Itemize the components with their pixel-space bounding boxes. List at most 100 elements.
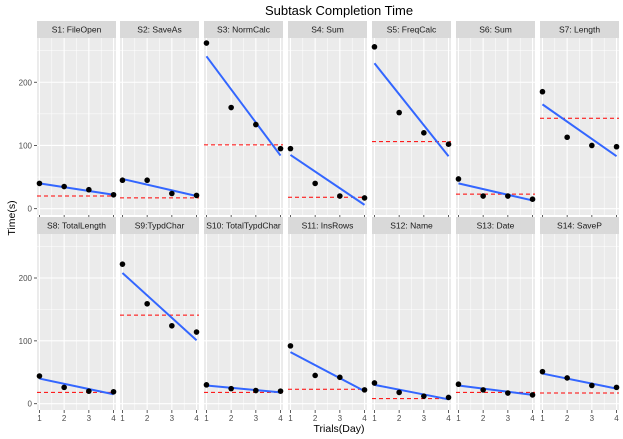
data-point [312, 372, 318, 379]
data-point [539, 368, 546, 375]
facet-panel: S14: SaveP 1 2 3 4 [539, 217, 620, 423]
fit-line [542, 372, 617, 390]
x-tick-label: 1 [540, 414, 545, 423]
facet-panel: S1: FileOpen12340100200 [19, 21, 117, 228]
data-point [480, 387, 486, 393]
x-tick-label: 1 [204, 414, 209, 423]
data-point [193, 192, 200, 199]
data-point [396, 389, 402, 396]
fit-line [205, 55, 282, 157]
facet-panel: S2: SaveAs1234 [119, 21, 200, 228]
data-point [480, 193, 486, 199]
facet-panel: S6: Sum1234 [455, 21, 536, 228]
x-tick-label: 4 [614, 414, 619, 423]
data-point [169, 190, 175, 197]
data-point [564, 375, 570, 381]
data-point [421, 393, 427, 399]
data-point [312, 180, 318, 187]
x-tick-label: 4 [194, 414, 199, 423]
x-tick-label: 3 [338, 414, 343, 423]
fit-line [122, 177, 197, 198]
data-point [371, 44, 378, 50]
chart-title: Subtask Completion Time [265, 3, 413, 18]
facet-label: S13: Date [477, 221, 515, 231]
fit-line [458, 182, 533, 202]
fit-line [206, 384, 281, 394]
facet-label: S4: Sum [311, 25, 344, 35]
fit-line [39, 377, 114, 396]
fit-line [458, 384, 533, 396]
facet-label: S11: InsRows [302, 221, 354, 231]
data-point [337, 374, 343, 381]
x-tick-label: 3 [87, 414, 92, 423]
data-point [589, 142, 595, 149]
x-tick-label: 4 [530, 414, 535, 423]
data-point [228, 104, 234, 111]
x-tick-label: 1 [456, 414, 461, 423]
data-point [287, 343, 294, 349]
data-point [361, 195, 368, 201]
x-tick-label: 3 [422, 414, 427, 423]
facet-label: S5: FreqCalc [387, 25, 437, 35]
data-point [253, 387, 259, 394]
facet-label: S14: SaveP [557, 221, 602, 231]
data-point [564, 134, 570, 141]
facet-strip [288, 21, 367, 38]
facet-panel: S5: FreqCalc1234 [371, 21, 452, 228]
data-point [455, 381, 462, 388]
data-point [203, 382, 210, 388]
data-point [613, 143, 620, 150]
data-point [36, 180, 43, 187]
facet-label: S12: Name [390, 221, 433, 231]
data-point [371, 380, 378, 386]
facet-strip [37, 21, 116, 38]
y-tick-label: 100 [19, 337, 33, 346]
data-point [361, 387, 368, 393]
data-point [86, 186, 92, 193]
facet-strip [456, 217, 535, 234]
facet-strip [540, 217, 619, 234]
data-point [119, 261, 126, 267]
data-point [455, 176, 462, 182]
facet-strip [204, 21, 283, 38]
data-point [169, 322, 175, 329]
data-point [61, 183, 67, 190]
x-tick-label: 2 [62, 414, 67, 423]
data-point [287, 145, 294, 152]
data-point [445, 141, 452, 147]
facet-label: S6: Sum [479, 25, 512, 35]
x-tick-label: 1 [372, 414, 377, 423]
y-tick-label: 100 [19, 141, 33, 150]
x-tick-label: 4 [278, 414, 283, 423]
data-point [277, 145, 284, 152]
data-point [228, 385, 234, 392]
x-tick-label: 2 [565, 414, 570, 423]
data-point [119, 177, 126, 184]
x-axis-label: Trials(Day) [314, 423, 365, 435]
data-point [589, 382, 595, 389]
x-tick-label: 1 [288, 414, 293, 423]
x-tick-label: 2 [397, 414, 402, 423]
facet-panel: S9:TypdChar 1 2 3 4 [119, 217, 200, 423]
x-tick-label: 2 [145, 414, 150, 423]
fit-line [541, 103, 618, 158]
facet-panel: S13: Date 1 2 3 4 [455, 217, 536, 423]
data-point [110, 191, 117, 198]
data-point [203, 40, 210, 46]
facet-strip [372, 21, 451, 38]
facet-panel: S12: Name 1 2 3 4 [371, 217, 452, 423]
facet-label: S10: TotalTypdChar [206, 221, 281, 231]
y-axis-label: Time(s) [6, 200, 18, 235]
x-tick-label: 2 [481, 414, 486, 423]
data-point [421, 130, 427, 136]
data-point [144, 300, 150, 307]
facet-strip [540, 21, 619, 38]
facet-panel: S8: TotalLength 1 2 3 4 0 100 200 [19, 217, 117, 423]
x-tick-label: 3 [254, 414, 259, 423]
data-point [193, 329, 200, 335]
facet-panel: S11: InsRows 1 2 3 4 [287, 217, 368, 423]
data-point [505, 390, 511, 396]
facet-label: S9:TypdChar [135, 221, 185, 231]
